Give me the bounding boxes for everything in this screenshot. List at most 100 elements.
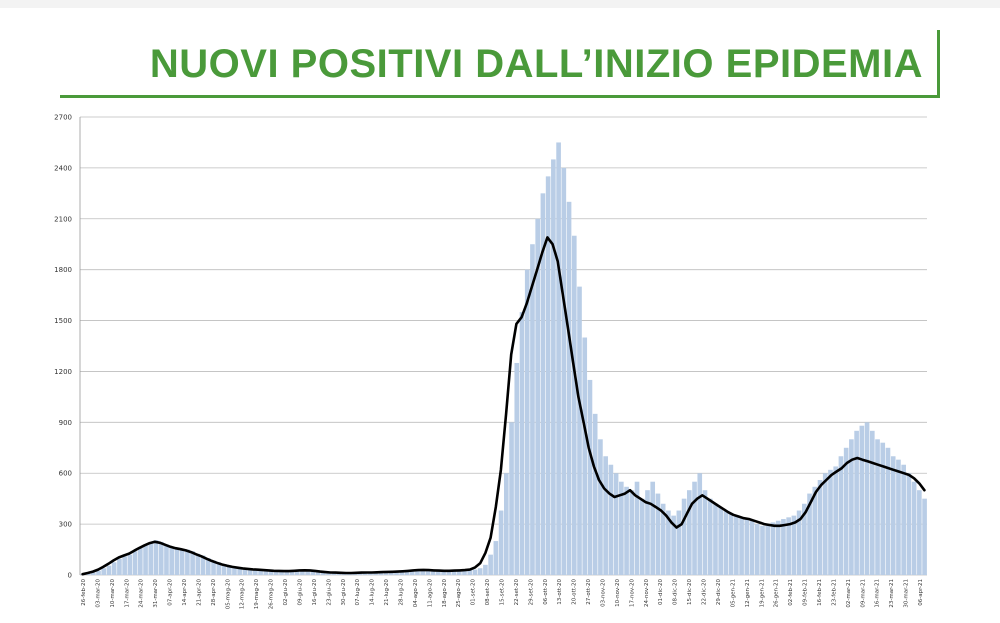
bar <box>571 235 577 576</box>
x-tick-label: 07-apr-20 <box>168 579 174 606</box>
x-tick-label: 22-set-20 <box>514 578 520 605</box>
bar <box>90 572 96 575</box>
x-tick-label: 08-dic-20 <box>673 579 679 606</box>
bar <box>896 459 901 575</box>
bar <box>106 565 112 575</box>
bar <box>713 503 718 575</box>
y-tick-label: 300 <box>59 521 72 529</box>
bar <box>498 510 504 575</box>
bar <box>854 430 859 575</box>
bar <box>221 563 227 575</box>
x-tick-label: 20-ott-20 <box>572 579 578 605</box>
bar <box>786 517 791 575</box>
x-tick-label: 08-set-20 <box>485 579 491 606</box>
bar <box>378 572 384 575</box>
x-tick-label: 19-mag-20 <box>254 579 260 610</box>
bar <box>200 555 206 575</box>
bar <box>399 571 405 575</box>
bar <box>211 560 216 575</box>
bar <box>509 422 514 575</box>
x-tick-label: 14-apr-20 <box>182 578 188 605</box>
bar <box>404 571 410 575</box>
bar <box>519 312 525 575</box>
y-tick-label: 2400 <box>54 164 72 172</box>
title-frame: NUOVI POSITIVI DALL’INIZIO EPIDEMIA <box>60 30 940 98</box>
bar <box>880 442 886 575</box>
bar <box>718 507 723 575</box>
x-tick-label: 12-mag-20 <box>240 578 246 609</box>
bar <box>917 490 922 575</box>
bar <box>906 473 912 575</box>
bar <box>127 554 133 575</box>
bar <box>111 562 117 575</box>
bar <box>226 565 232 575</box>
bar <box>300 570 305 575</box>
bar <box>430 569 436 575</box>
bar <box>556 142 561 575</box>
bar <box>493 541 499 575</box>
x-tick-label: 17-nov-20 <box>629 579 635 607</box>
x-tick-label: 24-nov-20 <box>644 579 650 607</box>
chart-axes: 0 300 600 900 1200 1500 1800 2100 2400 2700 26-feb… <box>54 114 924 610</box>
bar <box>101 568 107 575</box>
x-tick-label: 23-mar-21 <box>889 579 895 608</box>
bar <box>765 524 771 575</box>
bar <box>645 490 650 575</box>
x-tick-label: 29-dic-20 <box>716 579 722 606</box>
x-tick-label: 04-ago-20 <box>413 578 419 607</box>
bar <box>96 570 101 575</box>
x-tick-label: 19-gen-21 <box>759 579 765 607</box>
x-tick-label: 14-lug-20 <box>370 578 376 605</box>
x-tick-label: 09-feb-21 <box>803 579 809 606</box>
bar <box>195 553 201 575</box>
bar <box>310 570 316 575</box>
x-tick-label: 26-feb-20 <box>81 579 87 606</box>
bar <box>132 551 138 575</box>
x-tick-label: 25-ago-20 <box>456 578 462 607</box>
y-tick-label: 0 <box>68 572 72 580</box>
bar <box>294 570 300 575</box>
x-tick-label: 17-mar-20 <box>124 579 130 608</box>
x-tick-label: 02-mar-21 <box>846 579 852 608</box>
bar <box>592 413 598 575</box>
x-tick-label: 15-set-20 <box>500 579 506 606</box>
bar <box>420 569 425 575</box>
bar <box>901 464 906 575</box>
x-tick-label: 01-dic-20 <box>658 578 664 605</box>
bar <box>875 439 880 575</box>
bar <box>561 167 567 575</box>
bar <box>551 159 556 575</box>
y-tick-label: 900 <box>59 419 72 427</box>
x-tick-label: 07-lug-20 <box>355 579 361 606</box>
y-tick-label: 600 <box>59 470 72 478</box>
x-tick-label: 01-set-20 <box>471 578 477 605</box>
bar <box>749 520 755 575</box>
x-tick-label: 24-mar-20 <box>139 578 145 607</box>
bar <box>807 493 812 575</box>
bar <box>775 520 781 575</box>
bar <box>697 473 703 575</box>
bar <box>436 570 441 575</box>
bar <box>843 447 849 575</box>
x-tick-label: 13-ott-20 <box>557 578 563 604</box>
bar <box>315 570 321 575</box>
bar <box>232 566 237 575</box>
bar <box>833 466 839 575</box>
bar <box>530 244 535 575</box>
x-tick-label: 06-ott-20 <box>543 579 549 605</box>
x-tick-label: 03-nov-20 <box>601 578 607 606</box>
bar <box>441 570 446 575</box>
bar <box>686 490 692 575</box>
bar <box>451 570 457 575</box>
bar <box>781 519 786 575</box>
bar <box>619 481 624 575</box>
x-tick-label: 16-feb-21 <box>817 579 823 606</box>
bar <box>122 556 127 575</box>
bar <box>153 540 159 575</box>
bar <box>205 558 211 575</box>
bar <box>477 568 483 575</box>
x-tick-label: 28-apr-20 <box>211 579 217 606</box>
x-tick-label: 05-mag-20 <box>225 578 231 609</box>
bar <box>456 570 462 575</box>
